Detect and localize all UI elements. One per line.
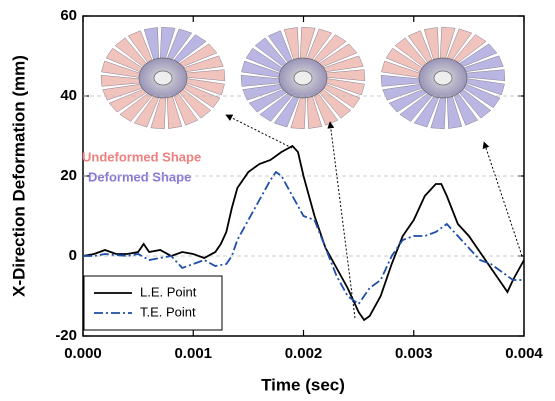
legend-label: T.E. Point bbox=[140, 304, 196, 319]
page: {"chart_data": {"type": "line", "xlabel"… bbox=[0, 0, 555, 401]
x-tick-label: 0.001 bbox=[174, 345, 212, 362]
y-axis-title: X-Direction Deformation (mm) bbox=[9, 55, 28, 297]
arrow bbox=[484, 142, 522, 256]
x-axis-title: Time (sec) bbox=[261, 375, 345, 394]
hub-bore bbox=[294, 71, 312, 85]
x-tick-label: 0.004 bbox=[505, 345, 543, 362]
annotation-arrows bbox=[226, 115, 522, 318]
y-tick-label: 40 bbox=[60, 87, 77, 104]
y-tick-label: 60 bbox=[60, 7, 77, 24]
hub-bore bbox=[434, 71, 452, 85]
turbine-images bbox=[101, 27, 505, 129]
y-tick-label: -20 bbox=[55, 327, 77, 344]
y-tick-label: 0 bbox=[69, 247, 77, 264]
legend-label: L.E. Point bbox=[140, 284, 197, 299]
y-tick-label: 20 bbox=[60, 167, 77, 184]
annotation: Undeformed Shape bbox=[82, 149, 201, 164]
x-tick-label: 0.000 bbox=[64, 345, 102, 362]
x-tick-label: 0.003 bbox=[395, 345, 433, 362]
annotation: Deformed Shape bbox=[88, 169, 191, 184]
chart: Undeformed Shape Deformed Shape Time (se… bbox=[0, 0, 555, 401]
x-tick-label: 0.002 bbox=[285, 345, 323, 362]
hub-bore bbox=[154, 71, 172, 85]
